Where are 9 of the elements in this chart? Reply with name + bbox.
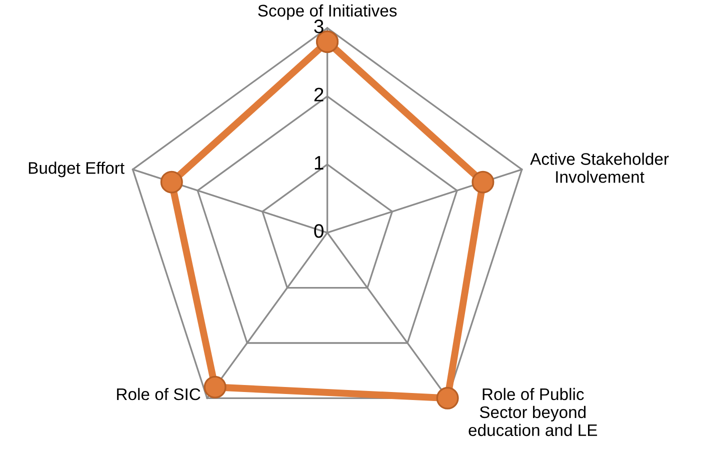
y-tick-label: 3 [314, 20, 324, 34]
spoke-label: Role of SIC [117, 388, 200, 400]
spoke-label: Scope of Initiatives [258, 4, 397, 20]
spoke-label: Role of Public Sector beyond education and LE [468, 388, 598, 436]
y-tick-label: 2 [314, 88, 324, 102]
spoke-label: Budget Effort [28, 162, 124, 178]
y-tick-label: 1 [314, 156, 324, 170]
y-tick-label: 0 [314, 224, 324, 238]
spoke-label: Active Stakeholder Involvement [530, 152, 669, 183]
